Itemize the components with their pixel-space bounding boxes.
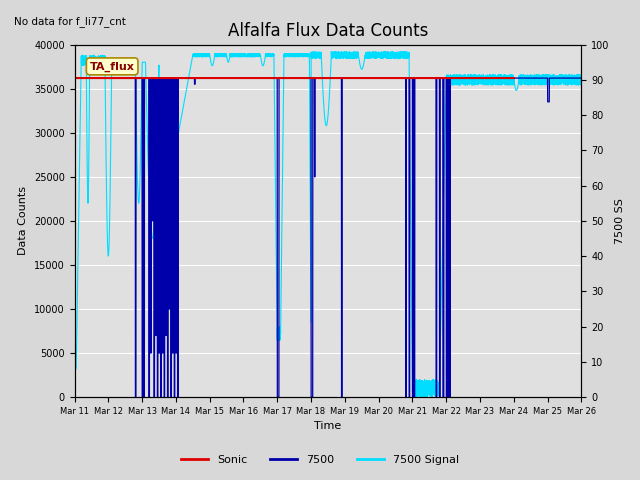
Text: TA_flux: TA_flux xyxy=(90,61,134,72)
X-axis label: Time: Time xyxy=(314,421,342,432)
Y-axis label: Data Counts: Data Counts xyxy=(19,186,28,255)
Title: Alfalfa Flux Data Counts: Alfalfa Flux Data Counts xyxy=(228,22,428,40)
Text: No data for f_li77_cnt: No data for f_li77_cnt xyxy=(13,16,125,27)
Legend: Sonic, 7500, 7500 Signal: Sonic, 7500, 7500 Signal xyxy=(176,451,464,469)
Y-axis label: 7500 SS: 7500 SS xyxy=(615,198,625,244)
